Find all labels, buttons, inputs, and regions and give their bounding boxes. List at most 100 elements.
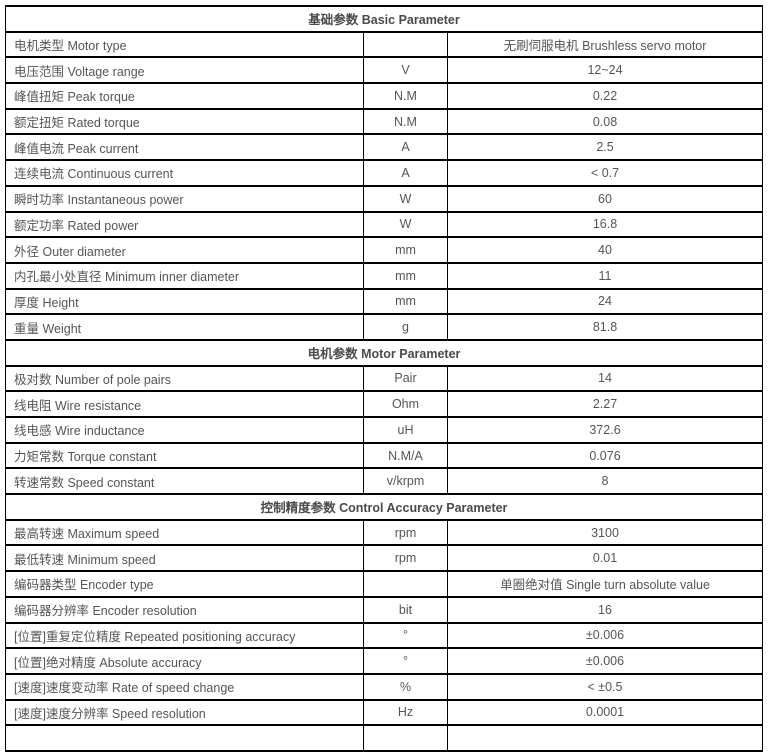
param-unit-cell: A xyxy=(363,133,448,162)
param-value-cell: 40 xyxy=(446,236,764,264)
param-value-cell: 12~24 xyxy=(446,56,764,85)
param-unit-cell: A xyxy=(363,159,448,187)
param-label-cell: 峰值扭矩 Peak torque xyxy=(5,82,364,110)
motor-spec-table: 基础参数 Basic Parameter 电机类型 Motor type 无刷伺服电… xyxy=(4,5,764,752)
param-value-cell: 14 xyxy=(446,364,764,393)
spec-row: 极对数 Number of pole pairs Pair 14 xyxy=(5,364,764,393)
spec-row: 峰值电流 Peak current A 2.5 xyxy=(5,133,764,162)
param-unit-cell: rpm xyxy=(363,518,448,547)
param-unit-cell: bit xyxy=(363,595,448,624)
spec-row: 编码器类型 Encoder type 单圈绝对值 Single turn abso… xyxy=(5,570,764,598)
param-label-cell: 额定扭矩 Rated torque xyxy=(5,107,364,136)
partial-cutoff-row xyxy=(5,724,764,752)
param-unit-cell: mm xyxy=(363,287,448,316)
param-unit-cell: V xyxy=(363,56,448,85)
param-label-cell: [速度]速度变动率 Rate of speed change xyxy=(5,672,364,701)
param-value-cell: 单圈绝对值 Single turn absolute value xyxy=(446,570,764,598)
param-label-cell: 线电感 Wire inductance xyxy=(5,416,364,444)
param-value-cell: 0.22 xyxy=(446,82,764,110)
spec-row: 连续电流 Continuous current A < 0.7 xyxy=(5,159,764,187)
param-label-cell: 瞬时功率 Instantaneous power xyxy=(5,184,364,213)
spec-row: [位置]重复定位精度 Repeated positioning accuracy… xyxy=(5,621,764,650)
param-unit-cell: W xyxy=(363,210,448,239)
param-value-cell: 8 xyxy=(446,467,764,496)
param-label-cell: 极对数 Number of pole pairs xyxy=(5,364,364,393)
param-unit-cell: rpm xyxy=(363,544,448,573)
param-unit-cell: W xyxy=(363,184,448,213)
param-value-cell: 24 xyxy=(446,287,764,316)
spec-row: 内孔最小处直径 Minimum inner diameter mm 11 xyxy=(5,261,764,290)
param-unit-cell: N.M xyxy=(363,82,448,110)
spec-row: 最低转速 Minimum speed rpm 0.01 xyxy=(5,544,764,573)
param-value-cell: < ±0.5 xyxy=(446,672,764,701)
spec-row: [速度]速度分辨率 Speed resolution Hz 0.0001 xyxy=(5,698,764,727)
section-header-row: 电机参数 Motor Parameter xyxy=(4,338,764,367)
spec-row: 最高转速 Maximum speed rpm 3100 xyxy=(5,518,764,547)
param-value-cell: ±0.006 xyxy=(446,621,764,650)
spec-row: 线电感 Wire inductance uH 372.6 xyxy=(5,416,764,444)
param-unit-cell xyxy=(363,724,448,752)
param-label-cell: [速度]速度分辨率 Speed resolution xyxy=(5,698,364,727)
section-header-row: 基础参数 Basic Parameter xyxy=(4,5,764,33)
param-unit-cell: Ohm xyxy=(363,390,448,418)
param-unit-cell: N.M/A xyxy=(363,441,448,470)
param-label-cell: 力矩常数 Torque constant xyxy=(5,441,364,470)
param-unit-cell xyxy=(363,570,448,598)
spec-row: 峰值扭矩 Peak torque N.M 0.22 xyxy=(5,82,764,110)
spec-row: 额定扭矩 Rated torque N.M 0.08 xyxy=(5,107,764,136)
spec-row: 转速常数 Speed constant v/krpm 8 xyxy=(5,467,764,496)
section-header-label: 基础参数 Basic Parameter xyxy=(4,5,764,33)
param-value-cell: 0.076 xyxy=(446,441,764,470)
param-unit-cell: ° xyxy=(363,647,448,675)
param-label-cell: 厚度 Height xyxy=(5,287,364,316)
param-unit-cell: mm xyxy=(363,236,448,264)
param-unit-cell: Hz xyxy=(363,698,448,727)
spec-table-body: 基础参数 Basic Parameter 电机类型 Motor type 无刷伺服电… xyxy=(4,5,764,752)
param-value-cell: 3100 xyxy=(446,518,764,547)
param-label-cell: 外径 Outer diameter xyxy=(5,236,364,264)
param-unit-cell: g xyxy=(363,313,448,341)
spec-row: [速度]速度变动率 Rate of speed change% < ±0.5 xyxy=(5,672,764,701)
param-unit-cell xyxy=(363,30,448,59)
spec-row: 外径 Outer diameter mm 40 xyxy=(5,236,764,264)
param-unit-cell: N.M xyxy=(363,107,448,136)
param-label-cell: 内孔最小处直径 Minimum inner diameter xyxy=(5,261,364,290)
param-value-cell: 16 xyxy=(446,595,764,624)
spec-row: 电机类型 Motor type 无刷伺服电机 Brushless servo mo… xyxy=(5,30,764,59)
param-label-cell: 编码器分辨率 Encoder resolution xyxy=(5,595,364,624)
param-value-cell: 无刷伺服电机 Brushless servo motor xyxy=(446,30,764,59)
spec-row: 厚度 Height mm 24 xyxy=(5,287,764,316)
section-header-row: 控制精度参数 Control Accuracy Parameter xyxy=(4,493,764,521)
spec-row: 瞬时功率 Instantaneous power W 60 xyxy=(5,184,764,213)
param-unit-cell: ° xyxy=(363,621,448,650)
param-value-cell: 81.8 xyxy=(446,313,764,341)
param-label-cell: [位置]重复定位精度 Repeated positioning accuracy xyxy=(5,621,364,650)
param-value-cell: 11 xyxy=(446,261,764,290)
param-unit-cell: uH xyxy=(363,416,448,444)
param-unit-cell: % xyxy=(363,672,448,701)
param-label-cell: 编码器类型 Encoder type xyxy=(5,570,364,598)
param-value-cell: 0.0001 xyxy=(446,698,764,727)
param-label-cell: 连续电流 Continuous current xyxy=(5,159,364,187)
param-value-cell: < 0.7 xyxy=(446,159,764,187)
param-unit-cell: mm xyxy=(363,261,448,290)
param-label-cell: 最高转速 Maximum speed xyxy=(5,518,364,547)
param-value-cell: 2.27 xyxy=(446,390,764,418)
param-unit-cell: Pair xyxy=(363,364,448,393)
spec-row: 编码器分辨率 Encoder resolution bit 16 xyxy=(5,595,764,624)
section-header-label: 电机参数 Motor Parameter xyxy=(4,338,764,367)
spec-row: [位置]绝对精度 Absolute accuracy ° ±0.006 xyxy=(5,647,764,675)
param-value-cell xyxy=(446,724,764,752)
param-value-cell: 0.08 xyxy=(446,107,764,136)
param-value-cell: 16.8 xyxy=(446,210,764,239)
param-label-cell xyxy=(5,724,364,752)
param-label-cell: 电机类型 Motor type xyxy=(5,30,364,59)
param-label-cell: 电压范围 Voltage range xyxy=(5,56,364,85)
param-value-cell: 0.01 xyxy=(446,544,764,573)
param-value-cell: 2.5 xyxy=(446,133,764,162)
param-label-cell: 峰值电流 Peak current xyxy=(5,133,364,162)
spec-row: 线电阻 Wire resistance Ohm 2.27 xyxy=(5,390,764,418)
section-header-label: 控制精度参数 Control Accuracy Parameter xyxy=(4,493,764,521)
spec-row: 额定功率 Rated power W 16.8 xyxy=(5,210,764,239)
param-label-cell: 额定功率 Rated power xyxy=(5,210,364,239)
